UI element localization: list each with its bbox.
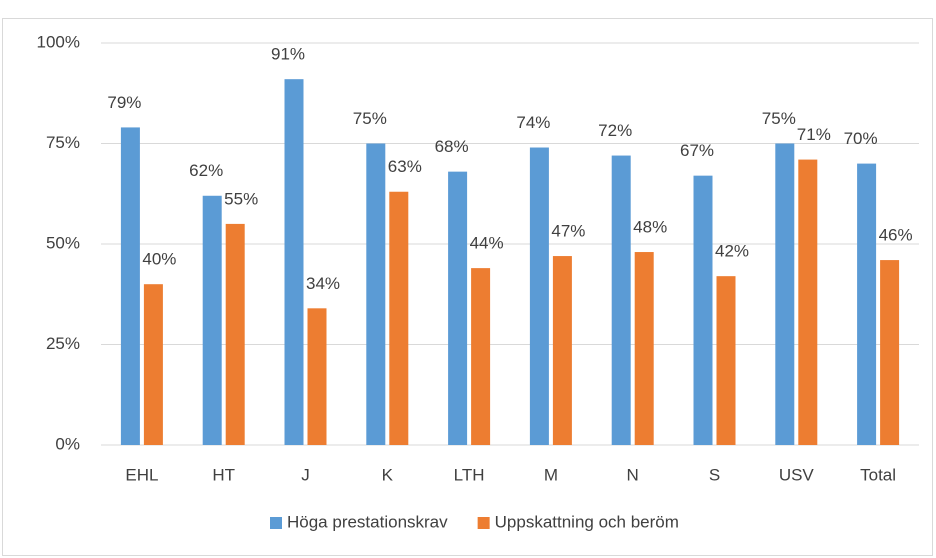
y-tick-label: 100% bbox=[37, 32, 80, 51]
bar bbox=[307, 308, 327, 445]
bar bbox=[529, 147, 549, 445]
bar bbox=[716, 276, 736, 445]
data-label: 44% bbox=[470, 234, 504, 253]
x-tick-label: N bbox=[627, 465, 639, 484]
data-label: 68% bbox=[435, 137, 469, 156]
bar bbox=[120, 127, 140, 446]
data-label: 62% bbox=[189, 161, 223, 180]
x-tick-label: Total bbox=[860, 465, 896, 484]
bar bbox=[611, 155, 631, 445]
y-tick-label: 25% bbox=[46, 334, 80, 353]
y-tick-label: 50% bbox=[46, 233, 80, 252]
bar bbox=[552, 256, 572, 445]
legend-label: Uppskattning och beröm bbox=[495, 512, 679, 531]
x-tick-label: EHL bbox=[125, 465, 158, 484]
x-tick-label: M bbox=[544, 465, 558, 484]
x-tick-label: K bbox=[382, 465, 394, 484]
legend-swatch bbox=[477, 517, 490, 529]
data-label: 47% bbox=[551, 222, 585, 241]
data-label: 55% bbox=[224, 189, 258, 208]
bar bbox=[225, 223, 245, 445]
data-label: 72% bbox=[598, 121, 632, 140]
bar bbox=[143, 284, 163, 445]
bar bbox=[693, 175, 713, 445]
bar bbox=[798, 159, 818, 445]
bar bbox=[775, 143, 795, 445]
data-label: 48% bbox=[633, 218, 667, 237]
data-label: 42% bbox=[715, 242, 749, 261]
bar bbox=[857, 163, 877, 445]
y-tick-label: 0% bbox=[55, 434, 80, 453]
data-label: 91% bbox=[271, 45, 305, 64]
bar bbox=[366, 143, 386, 445]
data-label: 79% bbox=[107, 93, 141, 112]
bar bbox=[389, 191, 409, 445]
bar bbox=[471, 268, 491, 445]
bar bbox=[880, 260, 900, 445]
data-label: 71% bbox=[797, 125, 831, 144]
y-tick-label: 75% bbox=[46, 133, 80, 152]
data-label: 67% bbox=[680, 141, 714, 160]
data-label: 74% bbox=[516, 113, 550, 132]
data-label: 34% bbox=[306, 274, 340, 293]
data-label: 75% bbox=[762, 109, 796, 128]
data-label: 70% bbox=[844, 129, 878, 148]
x-tick-label: S bbox=[709, 465, 720, 484]
x-tick-label: HT bbox=[212, 465, 235, 484]
legend-swatch bbox=[270, 517, 282, 529]
data-label: 40% bbox=[142, 250, 176, 269]
x-tick-label: USV bbox=[779, 465, 815, 484]
bar bbox=[448, 171, 468, 445]
x-tick-label: LTH bbox=[454, 465, 485, 484]
data-label: 75% bbox=[353, 109, 387, 128]
x-tick-label: J bbox=[301, 465, 310, 484]
legend-label: Höga prestationskrav bbox=[287, 512, 448, 531]
bar bbox=[202, 195, 222, 445]
data-label: 46% bbox=[879, 226, 913, 245]
bar bbox=[284, 79, 304, 446]
data-label: 63% bbox=[388, 157, 422, 176]
bar bbox=[634, 252, 654, 445]
